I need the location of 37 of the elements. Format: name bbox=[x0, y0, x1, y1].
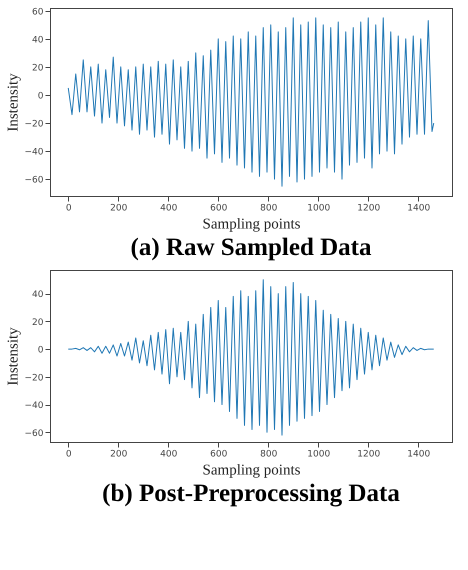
line-series bbox=[68, 279, 434, 436]
x-tick-label: 400 bbox=[160, 204, 178, 214]
text: (b) Post-Preprocessing Data bbox=[102, 480, 400, 507]
line-series bbox=[68, 17, 434, 187]
x-tick-label: 0 bbox=[66, 450, 72, 460]
y-tick-label: −60 bbox=[24, 428, 44, 439]
x-tick-label: 600 bbox=[210, 450, 228, 460]
y-tick-label: 40 bbox=[32, 290, 44, 300]
y-tick-label: 40 bbox=[32, 35, 44, 46]
y-tick-label: 20 bbox=[32, 63, 44, 74]
text: (a) Raw Sampled Data bbox=[130, 234, 372, 261]
y-tick-label: −20 bbox=[24, 373, 44, 384]
x-tick-label: 1400 bbox=[407, 204, 430, 214]
x-tick-label: 600 bbox=[210, 204, 228, 214]
x-tick-label: 1000 bbox=[307, 450, 330, 460]
x-tick-label: 1000 bbox=[307, 204, 330, 214]
y-tick-label: −20 bbox=[24, 120, 44, 130]
x-tick-label: 800 bbox=[260, 204, 278, 214]
x-axis-title: Sampling points bbox=[202, 216, 301, 232]
x-tick-label: 1400 bbox=[407, 450, 430, 460]
y-axis-title: Instensity bbox=[6, 326, 22, 386]
x-tick-label: 0 bbox=[66, 204, 72, 214]
y-axis-title: Instensity bbox=[6, 72, 22, 132]
x-axis-title: Sampling points bbox=[202, 462, 301, 478]
y-tick-label: −40 bbox=[24, 148, 44, 158]
x-tick-label: 400 bbox=[160, 450, 178, 460]
y-tick-label: 0 bbox=[38, 346, 44, 356]
x-tick-label: 200 bbox=[110, 204, 128, 214]
y-tick-label: −40 bbox=[24, 401, 44, 412]
y-tick-label: 20 bbox=[32, 318, 44, 328]
y-tick-label: 60 bbox=[32, 7, 44, 18]
y-tick-label: −60 bbox=[24, 176, 44, 186]
x-tick-label: 200 bbox=[110, 450, 128, 460]
y-tick-label: 0 bbox=[38, 91, 44, 102]
x-tick-label: 800 bbox=[260, 450, 278, 460]
x-tick-label: 1200 bbox=[357, 450, 380, 460]
x-tick-label: 1200 bbox=[357, 204, 380, 214]
